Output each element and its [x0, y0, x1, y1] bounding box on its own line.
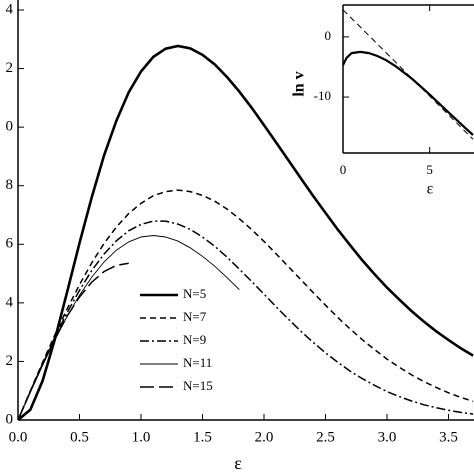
series-line [18, 262, 129, 420]
plot-area [343, 9, 474, 140]
inset-background [343, 5, 474, 153]
x-tick-label: 2.0 [255, 429, 274, 445]
series-line [18, 220, 474, 420]
y-tick-label: -10 [314, 88, 331, 103]
x-tick-label: 0 [340, 162, 347, 177]
x-axis-label: ε [234, 453, 242, 473]
legend-label: N=15 [183, 378, 213, 393]
legend-label: N=5 [183, 286, 206, 301]
y-axis-label: ln v [291, 71, 308, 96]
series-line [343, 9, 474, 140]
x-tick-label: 1.5 [193, 429, 212, 445]
y-tick-label: 0 [6, 411, 14, 427]
y-tick-label: 0 [6, 119, 14, 135]
x-axis-label: ε [427, 181, 434, 198]
series-line [343, 50, 474, 136]
y-tick-label: 4 [6, 1, 14, 17]
legend-label: N=9 [183, 332, 206, 347]
x-tick-label: 2.5 [316, 429, 335, 445]
x-tick-label: 3.0 [378, 429, 397, 445]
legend-label: N=11 [183, 355, 212, 370]
y-tick-label: 8 [6, 177, 14, 193]
y-tick-label: 2 [6, 60, 14, 76]
x-tick-label: 1.0 [132, 429, 151, 445]
y-tick-label: 6 [6, 236, 14, 252]
plot-area [18, 44, 474, 420]
y-tick-label: 2 [6, 353, 14, 369]
x-tick-label: 3.5 [439, 429, 458, 445]
series-line [18, 44, 474, 420]
y-tick-label: 4 [6, 294, 14, 310]
y-tick-label: 0 [325, 28, 332, 43]
x-tick-label: 5 [426, 162, 433, 177]
legend-label: N=7 [183, 309, 207, 324]
x-tick-label: 0.0 [9, 429, 28, 445]
x-tick-label: 0.5 [70, 429, 89, 445]
